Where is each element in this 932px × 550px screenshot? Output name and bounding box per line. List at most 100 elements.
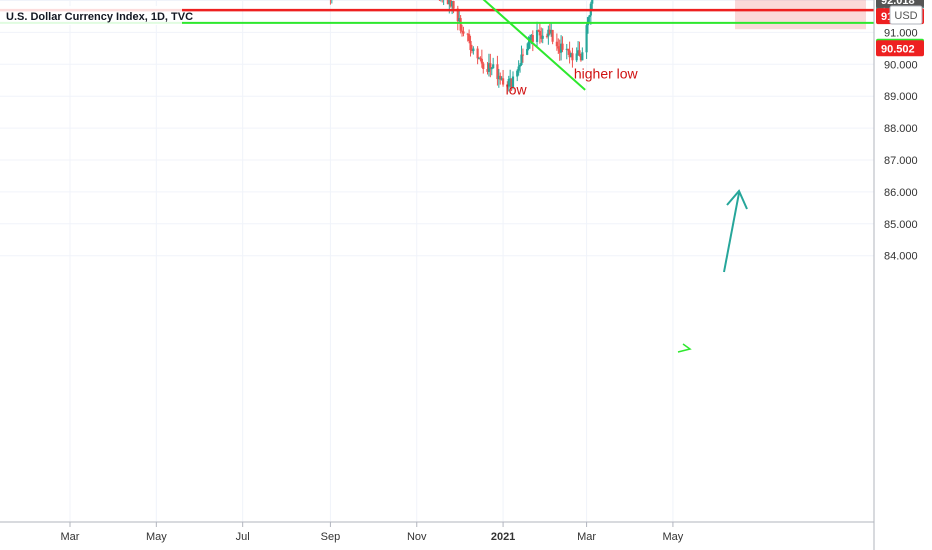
downtrend-line[interactable] [183,0,586,91]
x-tick-label: Jul [236,531,250,543]
y-tick-label: 86.000 [884,187,918,199]
x-tick-label: May [146,531,167,543]
candle-body [480,58,483,64]
candle-body [578,50,581,56]
candle-body [576,50,580,54]
price-axis-background [874,0,932,550]
projection-arrow[interactable] [723,192,740,273]
candle-body [472,48,475,52]
candle-body [558,48,561,53]
candle-body [551,29,554,42]
annotation-label: low [506,82,528,98]
y-tick-label: 87.000 [884,155,918,167]
candle-body [452,1,455,9]
x-tick-label: Nov [407,531,427,543]
x-tick-label: 2021 [491,531,515,543]
candle-body [527,42,530,50]
candle-body [557,46,560,49]
candle-body [548,29,551,34]
candle-body [537,30,540,32]
candle-body [492,64,495,69]
candle-body [540,35,543,39]
candle-body [585,25,588,53]
candle-body [487,63,491,72]
candle-body [469,40,472,51]
candle-body [545,35,549,37]
candle-body [547,29,550,37]
candle-body [446,0,449,5]
x-tick-label: Sep [321,531,341,543]
candle-body [482,63,485,70]
y-tick-label: 85.000 [884,219,918,231]
candle-body [456,8,459,22]
candle-body [458,18,461,22]
candle-body [550,29,553,34]
y-tick-label: 89.000 [884,91,918,103]
position-zones [735,0,866,30]
price-axis-ticks: 84.000 85.000 86.000 87.000 88.000 89.000 90.0… [884,0,918,263]
candle-body [477,58,481,60]
candle-body [506,84,509,87]
candle-body [490,68,493,70]
title-background [0,6,182,25]
candle-body [571,53,574,61]
y-tick-label: 90.000 [884,59,918,71]
candle-body [517,66,520,71]
candle-body [535,30,539,42]
annotation-label: higher low [574,66,639,82]
chart-title: U.S. Dollar Currency Index, 1D, TVC [6,11,193,23]
candle-body [575,53,578,61]
currency-badge[interactable] [889,5,923,25]
candle-body [479,58,482,60]
grid-lines [0,0,874,522]
higher-low-arrow [677,343,692,353]
y-tick-label: 91.000 [884,27,918,39]
candle-body [496,64,499,80]
candle-body [586,17,590,26]
stop-zone[interactable] [735,0,866,30]
candle-body [568,50,571,58]
candle-body [497,75,500,80]
currency-badge-label: USD [894,10,917,22]
candle-body [499,75,502,80]
candle-body [501,78,505,85]
price-badge-label: 90.502 [881,43,915,55]
candle-body [518,64,522,67]
candle-body [462,31,465,34]
candle-body [510,78,513,88]
price-badge-label: 92.018 [881,0,915,7]
candle-body [509,78,512,80]
candle-body [466,33,469,35]
candle-body [591,0,594,4]
candle-body [569,53,573,58]
candles [329,0,594,92]
candle-body [468,34,471,41]
candle-body [449,0,452,7]
candle-body [460,30,464,32]
x-tick-label: Mar [577,531,596,543]
candle-body [500,78,503,80]
candle-body [489,63,492,69]
candle-body [521,54,524,56]
price-badge [876,40,924,57]
projection-arrow-head [726,189,748,210]
candle-body [448,0,451,5]
candle-body [520,54,523,65]
candle-body [476,48,479,59]
candle-body [588,15,591,18]
candle-body [538,31,541,36]
candle-body [451,1,454,7]
x-tick-label: May [663,531,684,543]
candle-body [531,35,534,42]
candle-body [486,69,489,72]
candle-body [560,43,563,53]
candle-body [581,52,584,61]
time-axis-ticks: Mar May Jul Sep Nov 2021 Mar May [61,522,684,543]
candle-body [530,35,533,38]
candle-body [470,50,474,52]
y-tick-label: 84.000 [884,251,918,263]
annotations: low higher low [506,66,639,98]
x-tick-label: Mar [61,531,80,543]
candle-body [511,76,515,88]
